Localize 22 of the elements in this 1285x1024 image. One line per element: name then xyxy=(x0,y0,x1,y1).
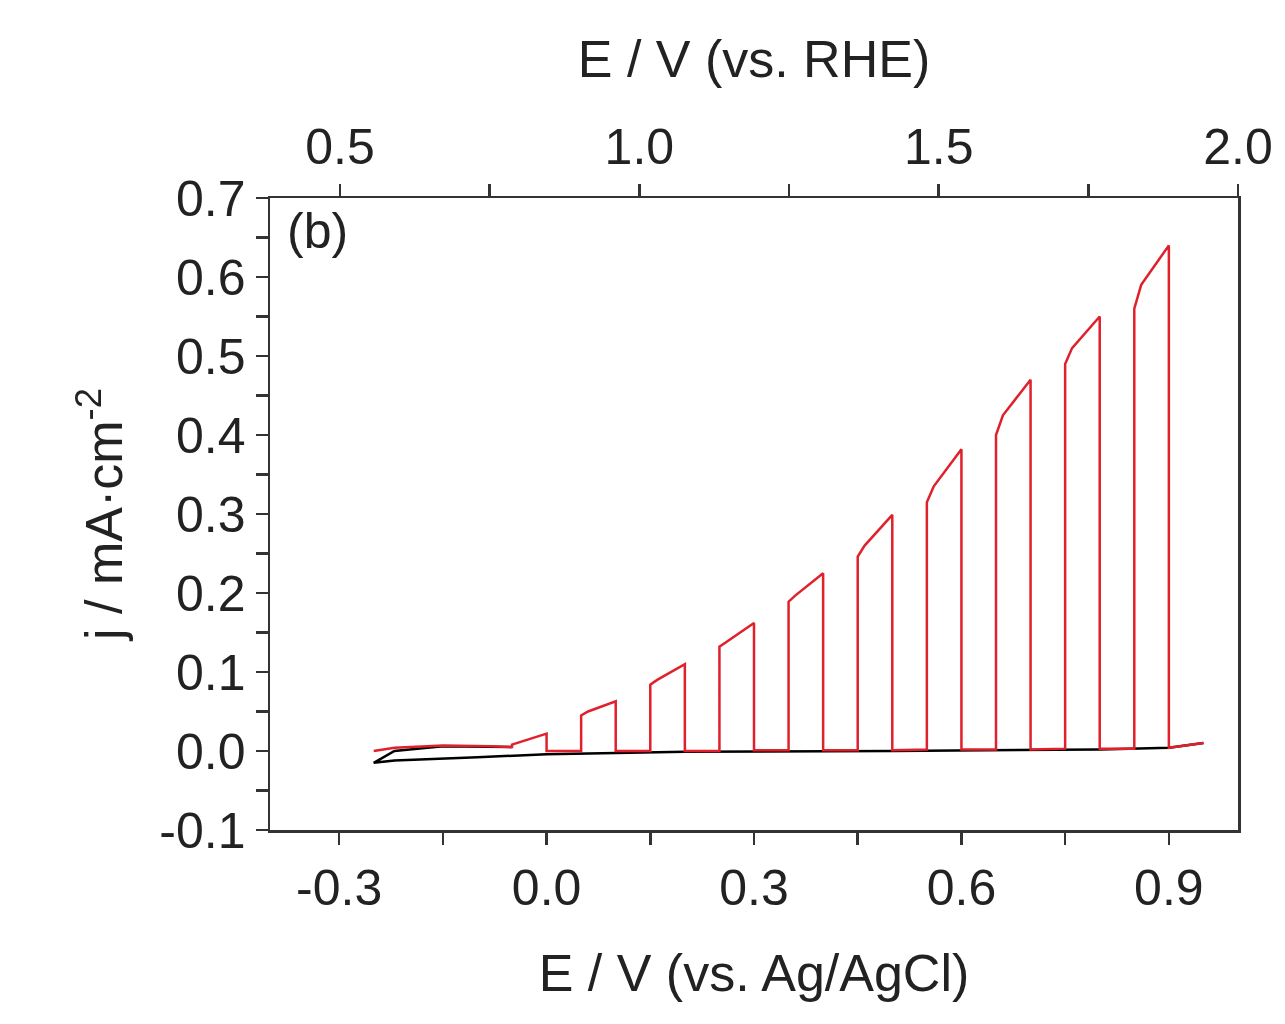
x2-tick-label: 1.5 xyxy=(903,118,974,175)
x2-tick-label: 1.0 xyxy=(604,118,675,175)
y-tick-label: 0.5 xyxy=(175,328,246,385)
x-tick-label: -0.3 xyxy=(296,859,383,916)
x-axis-title: E / V (vs. Ag/AgCl) xyxy=(538,943,970,1002)
x-tick-label: 0.0 xyxy=(511,859,582,916)
x2-tick-label: 2.0 xyxy=(1203,118,1273,175)
x2-tick-label: 0.5 xyxy=(305,118,375,175)
y-tick-label: 0.1 xyxy=(175,644,246,701)
y-tick-label: 0.7 xyxy=(175,170,246,227)
x-tick-label: 0.6 xyxy=(926,859,997,916)
y-tick-label: 0.0 xyxy=(175,723,246,780)
annotation: (b) xyxy=(287,203,349,259)
y-tick-label: 0.3 xyxy=(175,486,246,543)
y-tick-label: -0.1 xyxy=(159,802,246,859)
y-tick-label: 0.4 xyxy=(175,407,246,464)
y-tick-label: 0.2 xyxy=(175,565,246,622)
y-tick-label: 0.6 xyxy=(175,249,246,306)
x-tick-label: 0.9 xyxy=(1134,859,1204,916)
line-series xyxy=(372,244,1205,753)
x2-axis-title: E / V (vs. RHE) xyxy=(577,29,931,88)
x-tick-label: 0.3 xyxy=(719,859,789,916)
